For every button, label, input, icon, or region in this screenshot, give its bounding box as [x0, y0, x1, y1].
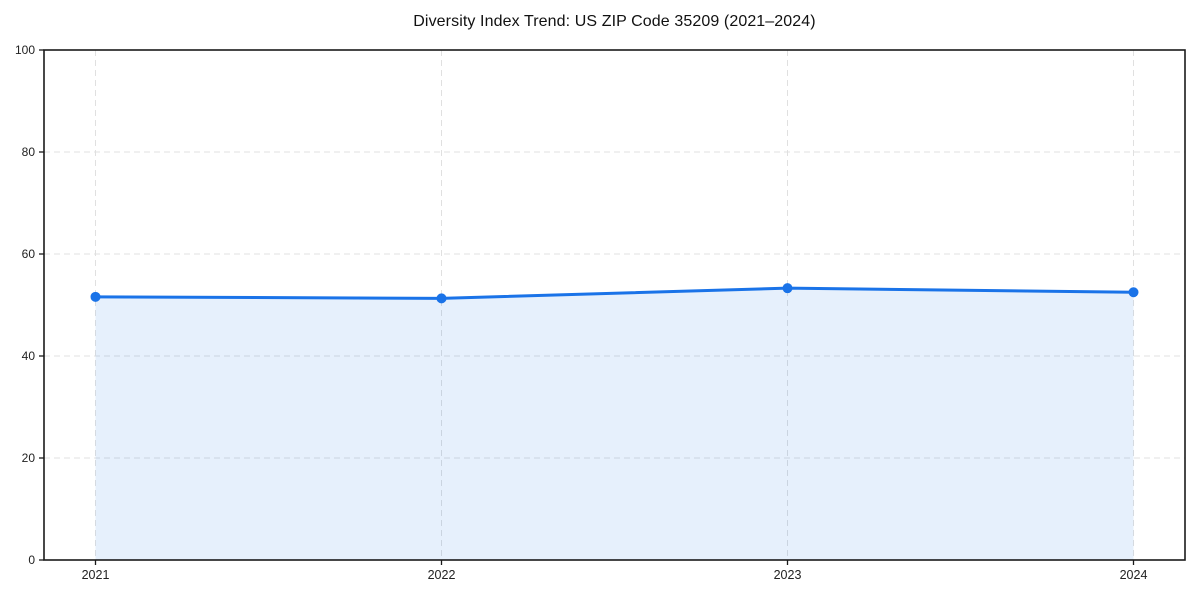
y-tick-label: 60	[22, 247, 36, 261]
y-tick-label: 0	[28, 553, 35, 567]
y-tick-label: 40	[22, 349, 36, 363]
series-line	[94, 286, 1135, 300]
y-tick-label: 20	[22, 451, 36, 465]
data-point-marker	[90, 291, 101, 302]
x-tick-label: 2023	[774, 568, 802, 582]
data-point-marker	[436, 293, 447, 304]
x-tick-label: 2021	[82, 568, 110, 582]
data-point-marker	[782, 283, 793, 294]
data-point-marker	[1128, 287, 1139, 298]
y-tick-label: 80	[22, 145, 36, 159]
chart-title: Diversity Index Trend: US ZIP Code 35209…	[413, 13, 816, 30]
series-area-fill	[95, 288, 1134, 560]
x-tick-label: 2022	[428, 568, 456, 582]
y-tick-label: 100	[15, 43, 35, 57]
x-tick-label: 2024	[1120, 568, 1148, 582]
plot-border	[43, 49, 1186, 561]
